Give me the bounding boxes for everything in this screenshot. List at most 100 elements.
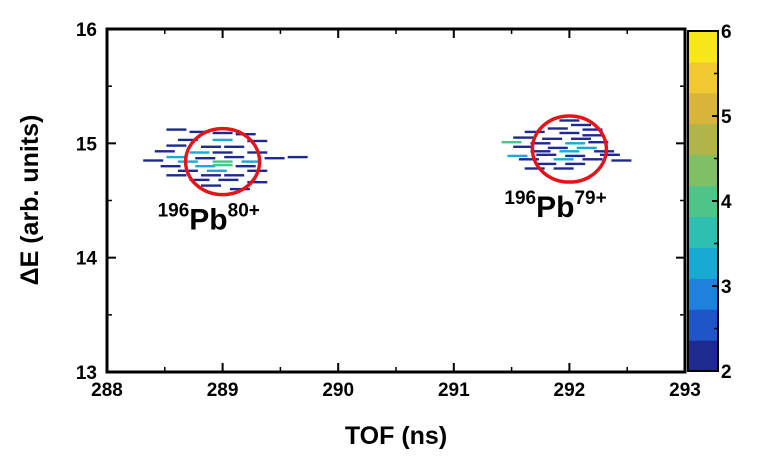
colorbar-segment xyxy=(688,61,718,94)
heatmap-bin xyxy=(501,141,522,144)
y-tick-label: 14 xyxy=(76,249,98,270)
y-tick-label: 16 xyxy=(76,20,97,41)
colorbar-tick-label: 4 xyxy=(721,192,732,213)
colorbar-tick-label: 5 xyxy=(721,107,732,128)
heatmap-bin xyxy=(559,131,580,135)
heatmap-bin xyxy=(177,138,198,142)
heatmap-bin xyxy=(212,151,233,154)
heatmap-bin xyxy=(235,165,256,168)
colorbar-segment xyxy=(688,247,718,279)
heatmap-bin xyxy=(553,167,574,170)
heatmap-bin xyxy=(571,123,591,127)
heatmap-bin xyxy=(224,155,245,159)
heatmap-bin xyxy=(247,139,268,143)
heatmap-bin xyxy=(542,137,563,140)
heatmap-bin xyxy=(201,145,221,148)
colorbar-tick-label: 3 xyxy=(721,277,732,298)
heatmap-bin xyxy=(582,128,603,131)
heatmap-bin xyxy=(195,165,216,168)
colorbar-segment xyxy=(688,31,718,63)
heatmap-bin xyxy=(189,178,210,182)
colorbar-segment xyxy=(688,123,718,156)
colorbar-segment xyxy=(688,92,718,125)
y-tick-label: 13 xyxy=(76,363,97,384)
heatmap-bin xyxy=(524,167,545,170)
heatmap-bin xyxy=(160,165,181,168)
heatmap-bin xyxy=(565,142,586,145)
heatmap-bin xyxy=(224,174,245,177)
tick-labels: 288 289 290 291 292 293 13 14 15 16 xyxy=(76,20,701,401)
x-tick-label: 293 xyxy=(669,380,701,401)
cluster-ring xyxy=(530,114,609,184)
cluster-ring xyxy=(183,126,262,197)
heatmap-bin xyxy=(576,146,597,150)
heatmap-bin xyxy=(559,150,580,153)
heatmap-bin xyxy=(206,169,227,172)
plot-frame xyxy=(105,27,687,374)
heatmap-bin xyxy=(588,141,609,144)
colorbar-tick-label: 2 xyxy=(721,362,732,383)
heatmap-bin xyxy=(611,159,632,162)
x-tick-label: 288 xyxy=(91,380,123,401)
heatmap-bin xyxy=(571,137,591,140)
heatmap-bin xyxy=(513,136,534,139)
peak-labels: 196Pb80+ 196Pb79+ xyxy=(158,188,607,237)
heatmap-bin xyxy=(524,130,545,134)
heatmap-bin xyxy=(547,146,568,150)
x-tick-label: 292 xyxy=(554,380,586,401)
heatmap-bin xyxy=(594,150,615,153)
colorbar-tick-label: 6 xyxy=(721,22,732,43)
heatmap-bin xyxy=(143,159,164,162)
heatmap-bin xyxy=(166,128,187,131)
heatmap-bin xyxy=(189,151,210,154)
heatmap-bin xyxy=(166,174,187,177)
heatmap-bin xyxy=(224,145,245,148)
heatmap-bin xyxy=(536,162,557,166)
heatmap-bin xyxy=(212,160,233,163)
heatmap-bin xyxy=(559,119,580,122)
heatmap-bin xyxy=(530,150,551,153)
heatmap-bin xyxy=(507,154,528,158)
heatmap-bin xyxy=(582,158,603,161)
heatmap-bin xyxy=(565,154,586,158)
heatmap-bin xyxy=(264,157,285,160)
colorbar-segment xyxy=(688,278,718,310)
axis-ticks xyxy=(106,28,686,373)
heatmap-bin xyxy=(154,150,175,153)
y-tick-label: 15 xyxy=(76,134,98,155)
heatmap-bin xyxy=(166,155,187,159)
isotope-label: 196Pb80+ xyxy=(158,201,260,237)
colorbar-segment xyxy=(688,216,718,248)
heatmap-bin xyxy=(582,134,603,137)
heatmap-bin xyxy=(212,163,233,167)
colorbar-segment xyxy=(688,309,718,341)
colorbar: 2 3 4 5 6 xyxy=(687,22,732,383)
heatmap-bin xyxy=(287,155,308,159)
heatmap-bin xyxy=(518,158,539,161)
heatmap-bin xyxy=(247,181,268,184)
heatmap-bin xyxy=(553,158,574,161)
heatmap-bin xyxy=(241,160,262,163)
x-tick-label: 291 xyxy=(438,380,470,401)
heatmap-bin xyxy=(195,157,216,160)
heatmap-bin xyxy=(536,153,557,156)
isotope-label: 196Pb79+ xyxy=(504,188,606,224)
x-axis-title: TOF (ns) xyxy=(345,422,447,450)
cluster-rings xyxy=(183,114,609,197)
heatmap-bin xyxy=(201,184,221,187)
x-tick-label: 289 xyxy=(207,380,239,401)
y-axis-title: ΔE (arb. units) xyxy=(16,115,44,286)
heatmap-bin xyxy=(599,153,620,156)
heatmap-bin xyxy=(218,178,239,182)
heatmap-bin xyxy=(547,127,568,130)
heatmap-bin xyxy=(513,145,534,148)
colorbar-segment xyxy=(688,154,718,187)
heatmap-bin xyxy=(201,174,221,177)
heatmap-bin xyxy=(212,131,233,135)
heatmap-bin xyxy=(189,130,210,134)
heatmap-bin xyxy=(166,144,187,147)
heatmap-bin xyxy=(177,160,198,163)
heatmap-bin xyxy=(212,138,233,142)
x-tick-label: 290 xyxy=(322,380,354,401)
